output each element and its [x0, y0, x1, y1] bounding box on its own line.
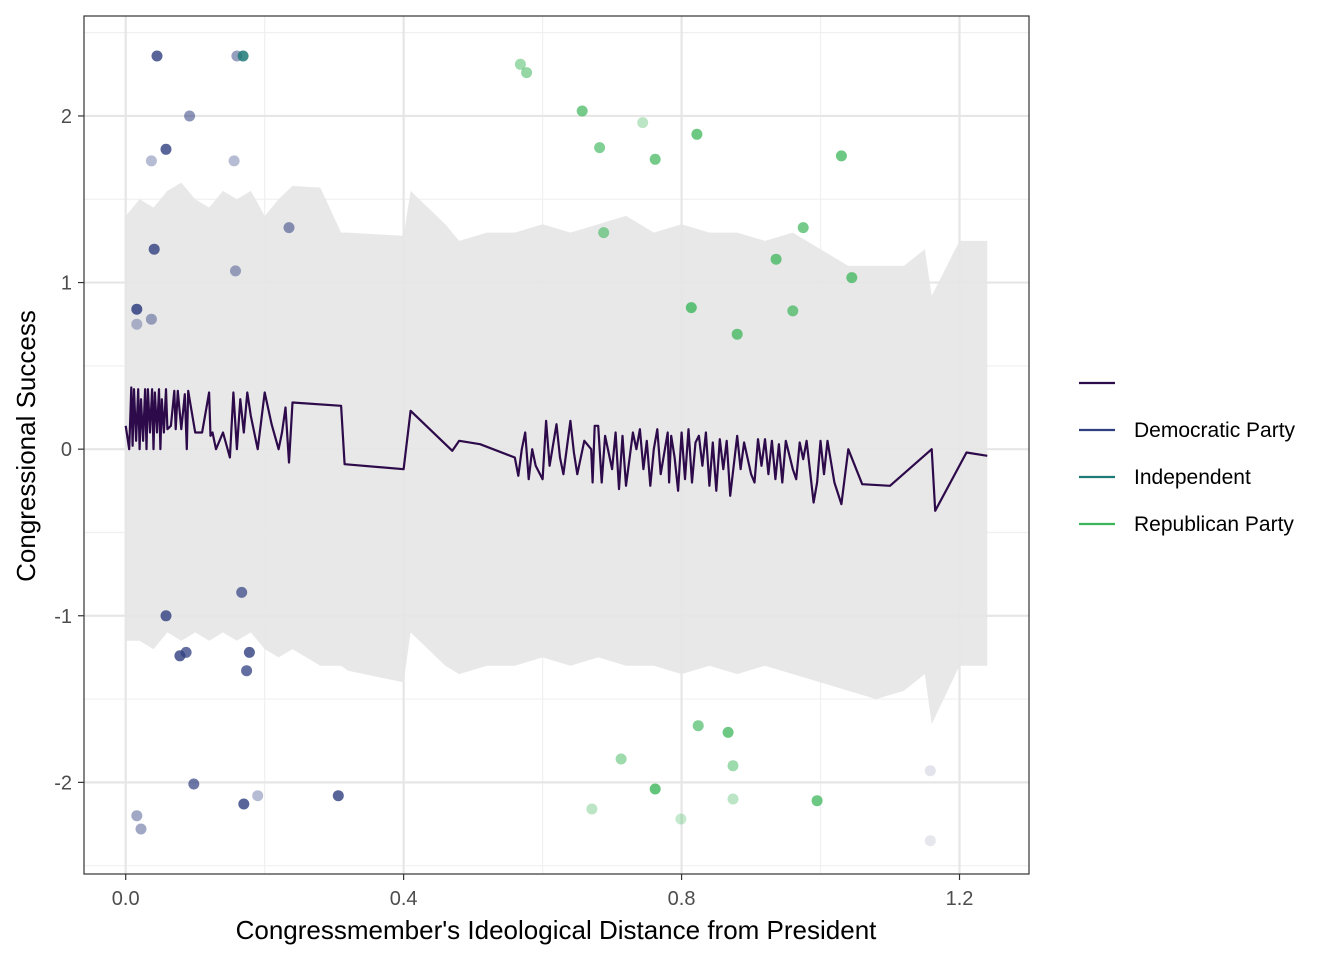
democratic-party-point	[236, 586, 248, 598]
trend-line-layer	[124, 386, 988, 512]
republican-party-point	[685, 302, 697, 314]
republican-party-point	[727, 793, 739, 805]
democratic-party-point	[174, 650, 186, 662]
y-axis-title: Congressional Success	[11, 310, 41, 582]
republican-party-point	[811, 795, 823, 807]
republican-party-point	[722, 726, 734, 738]
x-tick-label: 0.0	[112, 888, 140, 910]
democratic-party-point	[145, 155, 157, 167]
democratic-party-point	[148, 243, 160, 255]
democratic-party-point	[135, 823, 147, 835]
democratic-party-point	[252, 790, 264, 802]
democratic-party-point	[283, 222, 295, 234]
republican-party-point	[846, 272, 858, 284]
y-tick-label: 2	[61, 106, 72, 128]
unaffiliated-point	[924, 835, 936, 847]
democratic-party-point	[151, 50, 163, 62]
legend-label: Independent	[1134, 466, 1251, 489]
democratic-party-point	[188, 778, 200, 790]
x-axis-title: Congressmember's Ideological Distance fr…	[236, 915, 878, 945]
legend-label: Republican Party	[1134, 513, 1294, 536]
republican-party-point	[691, 128, 703, 140]
republican-party-point	[521, 67, 533, 79]
confidence-band	[125, 182, 988, 725]
democratic-party-point	[131, 318, 143, 330]
republican-party-point	[586, 803, 598, 815]
legend-label: Democratic Party	[1134, 419, 1296, 442]
democratic-party-point	[230, 265, 241, 277]
legend: Democratic Party Independent Republican Pa…	[1079, 381, 1296, 536]
democratic-party-point	[243, 646, 255, 658]
republican-party-point	[576, 105, 588, 117]
trend-line	[124, 386, 988, 512]
democratic-party-point	[145, 313, 157, 325]
democratic-party-point	[241, 665, 253, 677]
independent-point	[237, 50, 249, 62]
x-tick-label: 0.4	[390, 888, 418, 910]
republican-party-point	[727, 760, 739, 772]
y-axis: -2 -1 0 1 2	[54, 106, 84, 794]
plot-panel-border	[83, 15, 1030, 875]
x-tick-label: 1.2	[946, 888, 974, 910]
democratic-party-point	[238, 798, 250, 810]
democratic-party-point	[131, 303, 143, 315]
democratic-party-point	[131, 810, 143, 822]
republican-party-point	[797, 222, 809, 234]
x-axis: 0.0 0.4 0.8 1.2	[112, 874, 974, 910]
scatter-points	[131, 50, 936, 847]
republican-party-point	[787, 305, 799, 317]
republican-party-point	[615, 753, 627, 765]
y-tick-label: 0	[61, 439, 72, 461]
y-tick-label: -1	[54, 606, 72, 628]
democratic-party-point	[332, 790, 344, 802]
republican-party-point	[514, 58, 526, 70]
republican-party-point	[637, 117, 649, 129]
confidence-band-area	[125, 182, 988, 725]
republican-party-point	[594, 142, 606, 154]
republican-party-point	[731, 328, 743, 340]
y-tick-label: 1	[61, 273, 72, 295]
unaffiliated-point	[924, 765, 936, 777]
democratic-party-point	[184, 110, 196, 122]
republican-party-point	[770, 253, 782, 265]
x-tick-label: 0.8	[668, 888, 696, 910]
republican-party-point	[692, 720, 704, 732]
republican-party-point	[649, 153, 661, 165]
democratic-party-point	[160, 143, 172, 155]
republican-party-point	[649, 783, 661, 795]
republican-party-point	[675, 813, 687, 825]
y-tick-label: -2	[54, 772, 72, 794]
democratic-party-point	[228, 155, 240, 167]
republican-party-point	[598, 227, 610, 239]
republican-party-point	[835, 150, 847, 162]
democratic-party-point	[160, 610, 172, 622]
